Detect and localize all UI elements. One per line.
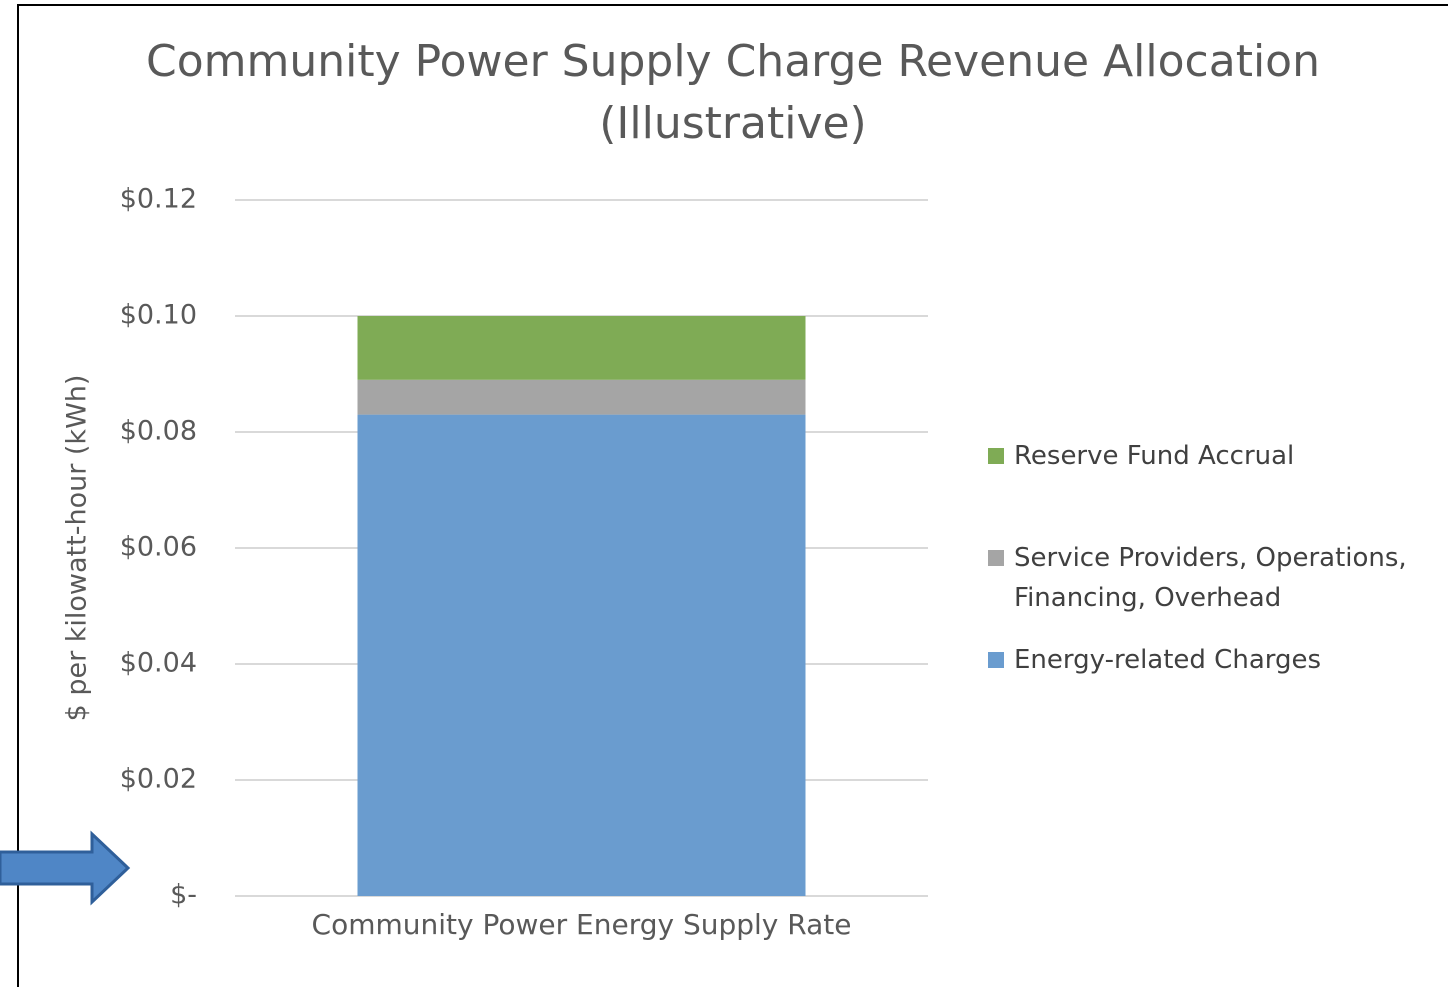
y-tick-label: $0.10 [120, 300, 197, 331]
y-tick-label: $- [170, 880, 197, 911]
chart-subtitle: (Illustrative) [599, 98, 866, 149]
legend-swatch [988, 448, 1004, 464]
bar-segment [357, 414, 806, 896]
legend-label: Energy-related Charges [1014, 645, 1322, 675]
chart-frame [17, 4, 1448, 987]
y-tick-label: $0.04 [120, 648, 197, 679]
arrow [0, 830, 131, 906]
y-tick-label: $0.06 [120, 532, 197, 563]
legend-item: Service Providers, Operations, Financing… [988, 538, 1438, 618]
y-tick-label: $0.08 [120, 416, 197, 447]
y-axis-label: $ per kilowatt-hour (kWh) [62, 375, 93, 722]
bar-segment [357, 379, 806, 415]
legend-label: Reserve Fund Accrual [1014, 441, 1295, 471]
legend-item: Reserve Fund Accrual [988, 436, 1438, 476]
legend-swatch [988, 652, 1004, 668]
legend-label: Service Providers, Operations, Financing… [1014, 543, 1407, 613]
bar-segment [357, 316, 806, 380]
legend-swatch [988, 550, 1004, 566]
x-tick-label: Community Power Energy Supply Rate [312, 908, 852, 941]
legend-item: Energy-related Charges [988, 640, 1438, 680]
y-tick-label: $0.02 [120, 764, 197, 795]
y-tick-label: $0.12 [120, 184, 197, 215]
chart-title: Community Power Supply Charge Revenue Al… [146, 36, 1320, 87]
